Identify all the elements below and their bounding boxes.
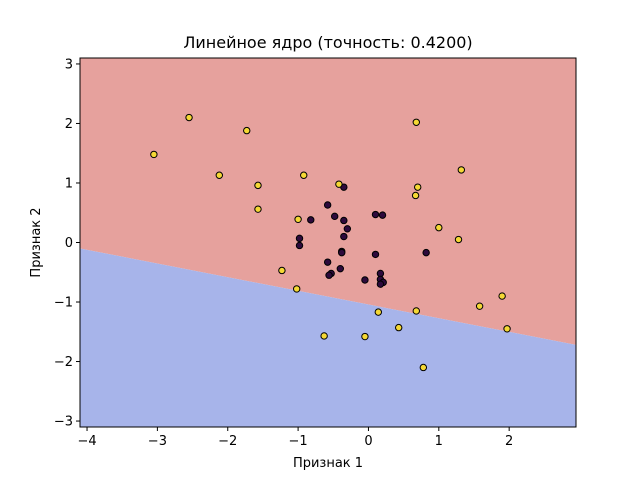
- x-tick-label: −2: [218, 434, 237, 449]
- data-point-class-1: [412, 118, 420, 126]
- data-point-class-0: [338, 248, 346, 257]
- y-tick-label: 3: [65, 57, 73, 72]
- data-point-class-1: [454, 235, 463, 244]
- data-point-class-1: [254, 181, 262, 190]
- data-point-class-1: [503, 325, 511, 333]
- y-tick-label: 2: [65, 117, 73, 132]
- y-axis-ticks: −3 −2 −1 0 1 2 3: [54, 57, 80, 430]
- data-point-class-1: [254, 205, 262, 213]
- data-point-class-0: [295, 234, 304, 243]
- data-point-class-0: [378, 211, 387, 219]
- x-tick-label: 1: [435, 434, 443, 449]
- data-point-class-0: [336, 264, 345, 273]
- data-point-class-1: [278, 266, 286, 275]
- data-point-class-1: [475, 302, 484, 310]
- x-axis-ticks: −4 −3 −2 −1 0 1 2: [77, 427, 513, 449]
- data-point-class-1: [292, 285, 301, 293]
- y-tick-label: 1: [65, 176, 73, 191]
- data-point-class-0: [361, 276, 369, 284]
- y-tick-label: −3: [54, 415, 73, 430]
- data-point-class-0: [340, 232, 348, 241]
- data-point-class-1: [412, 307, 420, 315]
- region-class-lower: [80, 248, 576, 427]
- decision-regions: [80, 58, 576, 427]
- y-axis-label: Признак 2: [29, 207, 44, 277]
- data-point-class-1: [411, 191, 420, 200]
- data-point-class-1: [185, 113, 193, 122]
- data-point-class-0: [343, 225, 352, 233]
- chart-title: Линейное ядро (точность: 0.4200): [183, 33, 472, 52]
- data-point-class-0: [340, 216, 348, 225]
- data-point-class-0: [376, 280, 385, 288]
- data-point-class-1: [300, 171, 308, 179]
- data-point-class-0: [323, 201, 332, 209]
- data-point-class-1: [374, 308, 383, 316]
- data-point-class-1: [243, 126, 251, 135]
- x-tick-label: −3: [148, 434, 167, 449]
- data-point-class-1: [414, 183, 422, 191]
- data-point-class-1: [320, 332, 328, 340]
- data-point-class-1: [294, 215, 302, 223]
- data-point-class-0: [371, 250, 380, 259]
- data-point-class-1: [498, 292, 506, 300]
- data-point-class-1: [419, 363, 428, 372]
- x-axis-label: Признак 1: [293, 456, 363, 471]
- data-point-class-1: [361, 332, 369, 341]
- data-point-class-1: [395, 323, 403, 332]
- y-tick-label: −1: [54, 296, 73, 311]
- y-tick-label: 0: [65, 236, 73, 251]
- x-tick-label: 0: [364, 434, 372, 449]
- data-point-class-0: [307, 216, 315, 224]
- x-tick-label: −1: [289, 434, 308, 449]
- data-point-class-1: [150, 150, 158, 159]
- y-tick-label: −2: [54, 355, 73, 370]
- data-point-class-1: [335, 180, 343, 188]
- data-point-class-0: [371, 210, 380, 219]
- data-point-class-0: [325, 271, 333, 279]
- data-point-class-1: [457, 166, 466, 174]
- data-point-class-1: [215, 171, 224, 179]
- x-tick-label: −4: [77, 434, 96, 449]
- data-point-class-0: [323, 258, 332, 266]
- data-point-class-0: [376, 269, 385, 278]
- x-tick-label: 2: [505, 434, 513, 449]
- scatter-points: [150, 113, 511, 372]
- data-point-class-0: [295, 241, 304, 250]
- data-point-class-1: [435, 223, 443, 232]
- data-point-class-0: [330, 212, 339, 221]
- data-point-class-0: [422, 248, 430, 257]
